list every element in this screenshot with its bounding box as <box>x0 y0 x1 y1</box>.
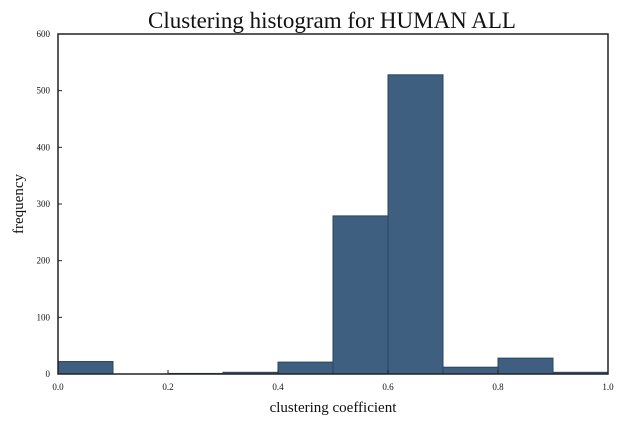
y-tick-label-3: 300 <box>37 199 51 209</box>
x-tick-label-3: 0.6 <box>382 382 394 392</box>
x-tick-label-1: 0.2 <box>162 382 173 392</box>
x-tick-label-2: 0.4 <box>272 382 284 392</box>
histogram-bar-0 <box>57 361 114 375</box>
bars-group <box>57 74 609 375</box>
y-axis-label: frequency <box>11 174 27 234</box>
histogram-bar-8 <box>497 357 554 375</box>
chart-title: Clustering histogram for HUMAN ALL <box>148 8 516 33</box>
x-tick-label-4: 0.8 <box>492 382 504 392</box>
y-axis-ticks: 0 100 200 300 400 500 600 <box>37 29 62 379</box>
histogram-bar-4 <box>277 361 334 375</box>
y-tick-label-2: 200 <box>37 256 51 266</box>
x-axis-label: clustering coefficient <box>270 400 398 416</box>
y-tick-label-5: 500 <box>37 86 51 96</box>
histogram-bar-5 <box>332 215 389 375</box>
x-tick-label-5: 1.0 <box>602 382 614 392</box>
y-tick-label-0: 0 <box>46 369 51 379</box>
x-axis-ticks: 0.0 0.2 0.4 0.6 0.8 1.0 <box>52 370 614 392</box>
y-tick-label-1: 100 <box>37 312 51 322</box>
y-tick-label-6: 600 <box>37 29 51 39</box>
y-tick-label-4: 400 <box>37 142 51 152</box>
x-tick-label-0: 0.0 <box>52 382 64 392</box>
histogram-bar-7 <box>442 366 499 375</box>
histogram-bar-6 <box>387 74 444 375</box>
